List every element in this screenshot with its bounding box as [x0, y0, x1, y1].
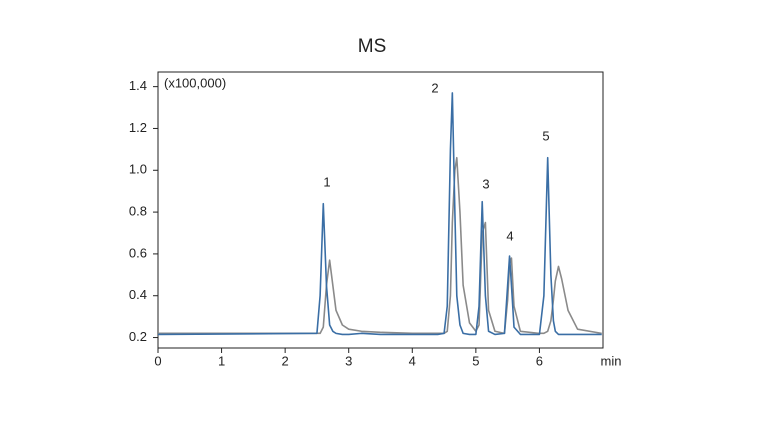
- y-tick-label: 0.4: [129, 287, 147, 302]
- y-tick-label: 1.0: [129, 162, 147, 177]
- y-tick-label: 1.4: [129, 78, 147, 93]
- y-unit-annotation: (x100,000): [164, 75, 226, 90]
- peak-label: 1: [323, 174, 330, 189]
- peak-label: 5: [542, 128, 549, 143]
- x-tick-label: 4: [409, 353, 416, 368]
- x-tick-label: 1: [218, 353, 225, 368]
- y-tick-label: 0.8: [129, 204, 147, 219]
- x-tick-label: 5: [472, 353, 479, 368]
- x-axis-label: min: [601, 353, 622, 368]
- x-tick-label: 2: [282, 353, 289, 368]
- peak-label: 2: [431, 80, 438, 95]
- x-tick-label: 0: [154, 353, 161, 368]
- y-tick-label: 1.2: [129, 120, 147, 135]
- chart-title: MS: [358, 36, 387, 57]
- chromatogram-line: [158, 156, 602, 335]
- peak-label: 4: [506, 228, 513, 243]
- y-tick-label: 0.2: [129, 329, 147, 344]
- x-tick-label: 6: [536, 353, 543, 368]
- peak-label: 3: [482, 176, 489, 191]
- chromatogram-line: [157, 92, 602, 336]
- plot-frame: [157, 71, 604, 349]
- x-tick-label: 3: [345, 353, 352, 368]
- y-tick-label: 0.6: [129, 245, 147, 260]
